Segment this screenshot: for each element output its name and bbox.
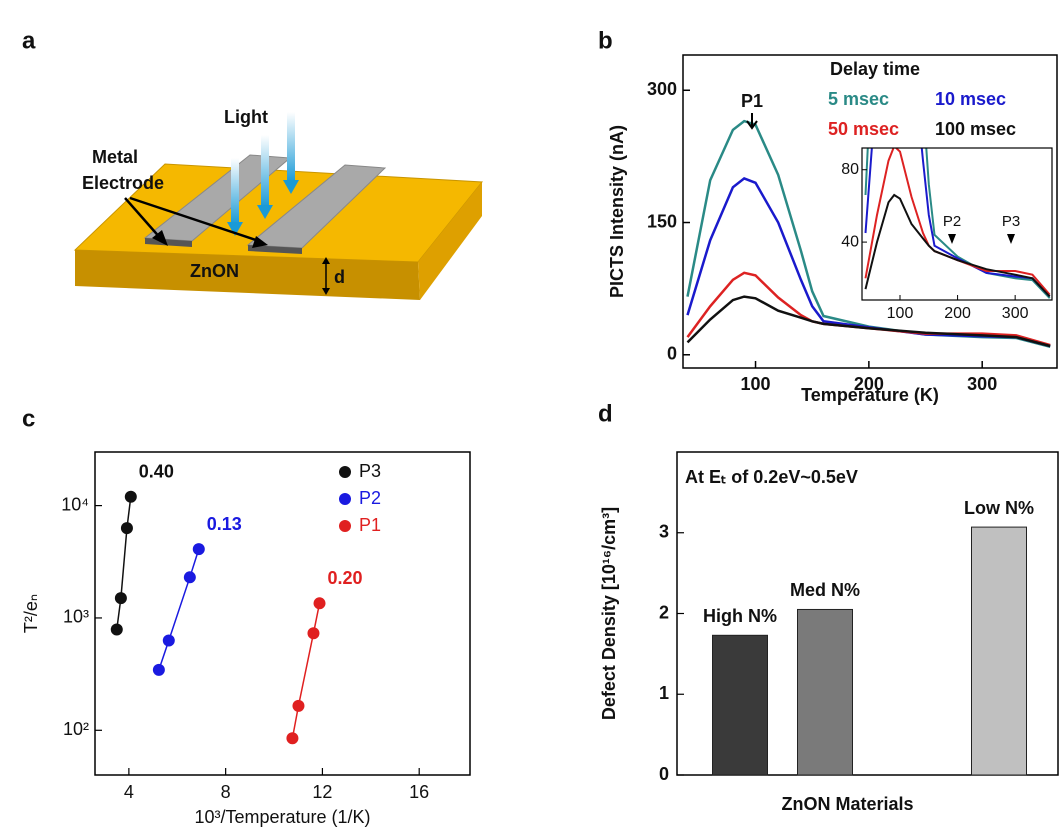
- category-label: Low N%: [964, 498, 1034, 518]
- data-point: [125, 491, 137, 503]
- y-tick-label: 10³: [63, 607, 89, 627]
- bar: [972, 527, 1027, 775]
- y-tick-label: 150: [647, 211, 677, 231]
- category-label: High N%: [703, 606, 777, 626]
- panel-label: c: [22, 405, 35, 432]
- data-point: [286, 732, 298, 744]
- data-point: [314, 597, 326, 609]
- legend-marker: [339, 493, 351, 505]
- light-ray: [231, 158, 239, 224]
- data-point: [292, 700, 304, 712]
- panel-label: d: [598, 400, 613, 427]
- fit-line: [292, 603, 319, 738]
- y-tick-label: 0: [659, 764, 669, 784]
- light-ray: [261, 135, 269, 207]
- plot-frame: [95, 452, 470, 775]
- data-point: [193, 543, 205, 555]
- x-tick-label: 12: [312, 782, 332, 802]
- data-point: [111, 623, 123, 635]
- y-tick-label: 300: [647, 79, 677, 99]
- x-axis-label: 10³/Temperature (1/K): [194, 807, 370, 827]
- legend-title: Delay time: [830, 59, 920, 79]
- legend-entry: 100 msec: [935, 119, 1016, 139]
- x-axis-label: ZnON Materials: [781, 794, 913, 814]
- figure: a Light Metal Electrode ZnON d b10020030…: [0, 0, 1060, 834]
- y-axis-label: Defect Density [10¹⁶/cm³]: [599, 507, 619, 720]
- data-point: [307, 627, 319, 639]
- y-tick-label: 2: [659, 602, 669, 622]
- legend-marker: [339, 520, 351, 532]
- y-tick-label: 3: [659, 522, 669, 542]
- panel-label: a: [22, 27, 36, 54]
- legend-entry: P1: [359, 515, 381, 535]
- x-tick-label: 300: [967, 374, 997, 394]
- slope-label: 0.13: [207, 514, 242, 534]
- x-tick-label: 16: [409, 782, 429, 802]
- fit-line: [159, 549, 199, 670]
- annotation: At Eₜ of 0.2eV~0.5eV: [685, 467, 858, 487]
- y-axis-label: T²/eₙ: [21, 594, 41, 633]
- inset-y-tick-label: 80: [841, 161, 859, 178]
- y-tick-label: 10²: [63, 719, 89, 739]
- x-tick-label: 100: [741, 374, 771, 394]
- x-axis-label: Temperature (K): [801, 385, 939, 405]
- data-point: [153, 664, 165, 676]
- data-point: [184, 571, 196, 583]
- bar: [798, 609, 853, 775]
- x-tick-label: 8: [221, 782, 231, 802]
- fit-line: [117, 497, 131, 630]
- legend-marker: [339, 466, 351, 478]
- device-diagram: a Light Metal Electrode ZnON d: [22, 27, 482, 300]
- inset-x-tick-label: 200: [944, 305, 971, 322]
- legend-entry: 10 msec: [935, 89, 1006, 109]
- peak-annotation: P1: [741, 91, 763, 111]
- data-point: [121, 522, 133, 534]
- page: {"diagram": {"panel_label": "a", "light"…: [0, 0, 1060, 834]
- x-tick-label: 4: [124, 782, 134, 802]
- inset-annotation: P3: [1002, 213, 1020, 230]
- slope-label: 0.20: [328, 568, 363, 588]
- data-point: [115, 592, 127, 604]
- bar: [713, 635, 768, 775]
- electrode-label: Electrode: [82, 173, 164, 193]
- category-label: Med N%: [790, 580, 860, 600]
- y-tick-label: 10⁴: [61, 494, 89, 514]
- panel-label: b: [598, 27, 613, 54]
- light-ray: [287, 112, 295, 182]
- legend-entry: P2: [359, 488, 381, 508]
- legend-entry: P3: [359, 461, 381, 481]
- legend-entry: 50 msec: [828, 119, 899, 139]
- thickness-label: d: [334, 267, 345, 287]
- electrode-label: Metal: [92, 147, 138, 167]
- slope-label: 0.40: [139, 461, 174, 481]
- material-label: ZnON: [190, 261, 239, 281]
- inset-y-tick-label: 40: [841, 233, 859, 250]
- y-axis-label: PICTS Intensity (nA): [607, 125, 627, 298]
- data-point: [163, 634, 175, 646]
- inset-x-tick-label: 100: [887, 305, 914, 322]
- y-tick-label: 0: [667, 344, 677, 364]
- y-tick-label: 1: [659, 683, 669, 703]
- light-label: Light: [224, 107, 268, 127]
- inset-x-tick-label: 300: [1002, 305, 1029, 322]
- inset-annotation: P2: [943, 213, 961, 230]
- legend-entry: 5 msec: [828, 89, 889, 109]
